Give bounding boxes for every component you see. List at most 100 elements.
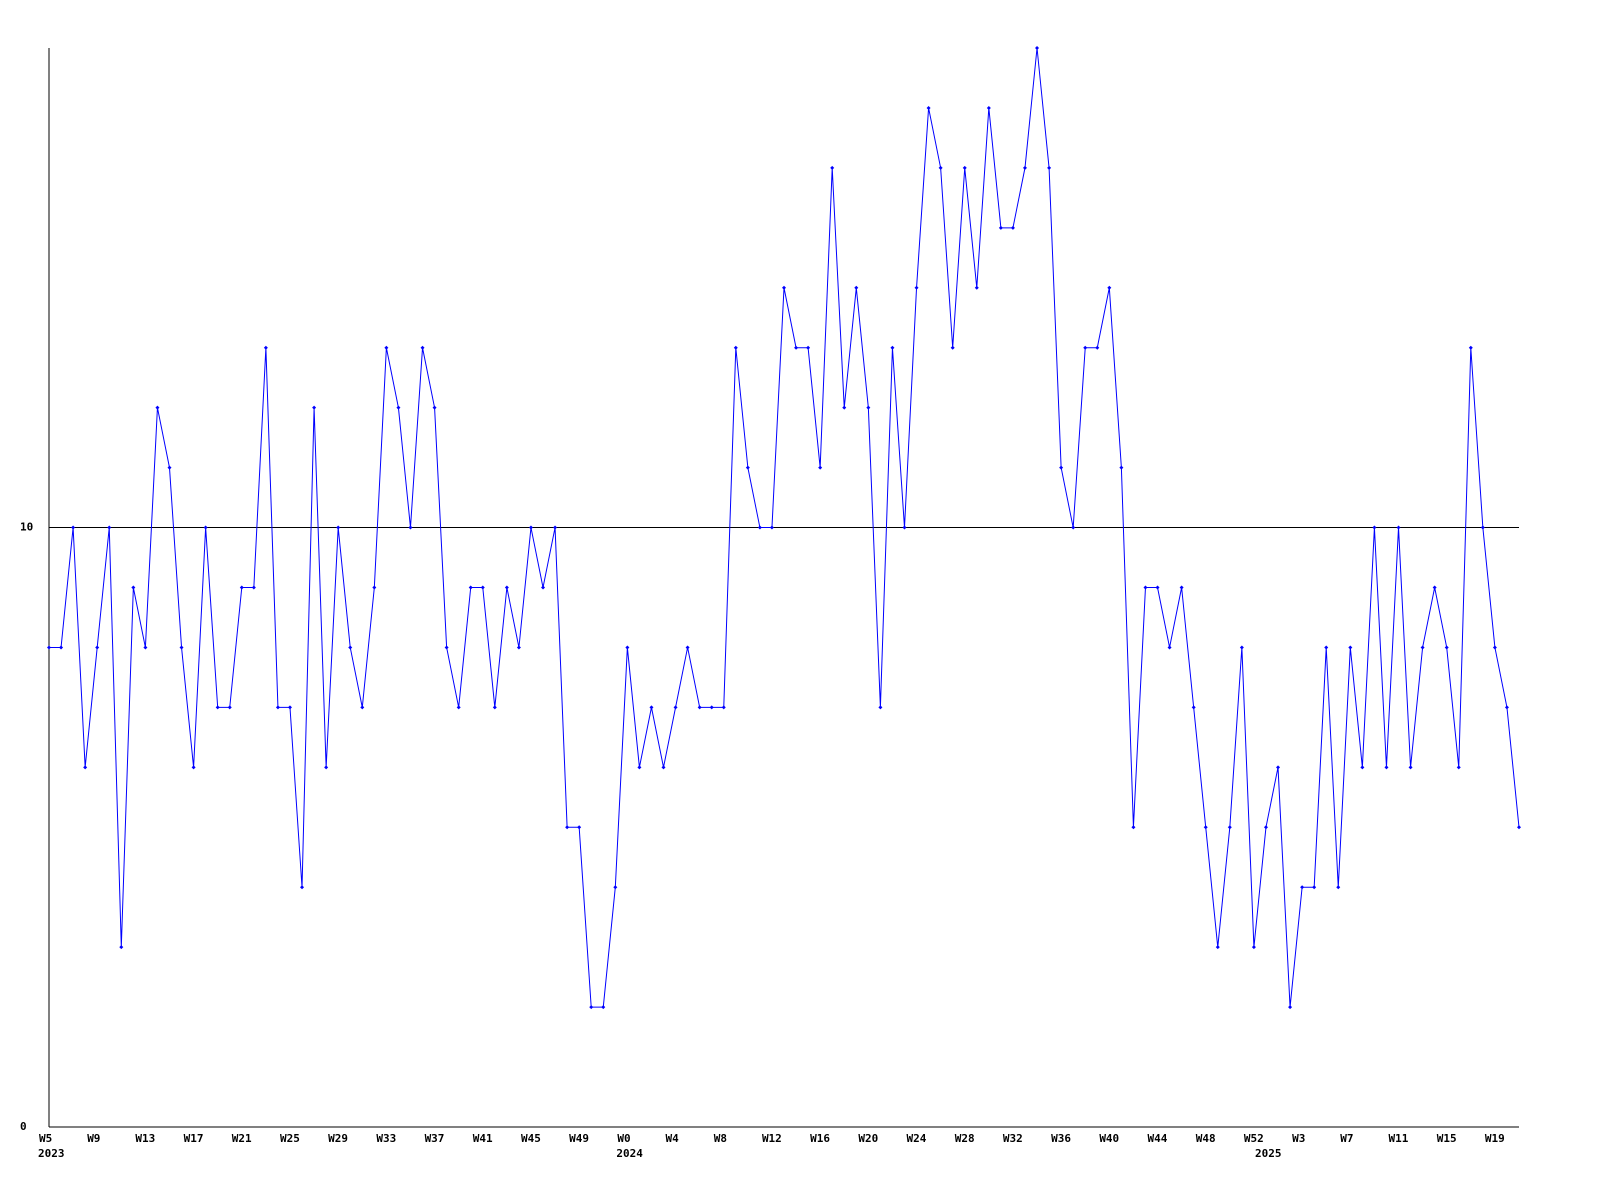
point [938, 165, 943, 170]
x-tick-label: W16 [810, 1132, 830, 1145]
point [1059, 465, 1064, 470]
point [1191, 705, 1196, 710]
point [1444, 645, 1449, 650]
point [432, 405, 437, 410]
point [685, 645, 690, 650]
point [818, 465, 823, 470]
point [1167, 645, 1172, 650]
point [1035, 46, 1040, 50]
point [1348, 645, 1353, 650]
point [348, 645, 353, 650]
x-group-label: 2023 [38, 1147, 65, 1160]
x-tick-label: W11 [1389, 1132, 1409, 1145]
point [745, 465, 750, 470]
point [1071, 525, 1076, 530]
point [504, 585, 509, 590]
point [769, 525, 774, 530]
point [155, 405, 160, 410]
point [649, 705, 654, 710]
point [1251, 945, 1256, 950]
point [1239, 645, 1244, 650]
point [263, 345, 268, 350]
point [456, 705, 461, 710]
point [541, 585, 546, 590]
x-tick-label: W33 [376, 1132, 396, 1145]
x-tick-label: W41 [473, 1132, 493, 1145]
point [492, 705, 497, 710]
point [1263, 825, 1268, 830]
x-tick-label: W4 [666, 1132, 680, 1145]
point [1517, 825, 1521, 830]
point [577, 825, 582, 830]
point [468, 585, 473, 590]
point [1179, 585, 1184, 590]
point [1095, 345, 1100, 350]
point [360, 705, 365, 710]
point [251, 585, 256, 590]
point [697, 705, 702, 710]
point [613, 885, 618, 890]
point [1312, 885, 1317, 890]
point [1107, 285, 1112, 290]
point [589, 1005, 594, 1010]
point [1276, 765, 1281, 770]
point [191, 765, 196, 770]
x-tick-label: W37 [425, 1132, 445, 1145]
point [47, 645, 51, 650]
point [275, 705, 280, 710]
point [601, 1005, 606, 1010]
point [239, 585, 244, 590]
point [1227, 825, 1232, 830]
point [227, 705, 232, 710]
point [324, 765, 329, 770]
point [528, 525, 533, 530]
point [757, 525, 762, 530]
point [179, 645, 184, 650]
x-tick-label: W40 [1099, 1132, 1119, 1145]
point [1022, 165, 1027, 170]
point [1010, 225, 1015, 230]
point [709, 705, 714, 710]
point [842, 405, 847, 410]
point [1504, 705, 1509, 710]
x-tick-label: W24 [907, 1132, 927, 1145]
x-tick-label: W21 [232, 1132, 252, 1145]
point [312, 405, 317, 410]
point [384, 345, 389, 350]
point [1372, 525, 1377, 530]
x-tick-label: W36 [1051, 1132, 1071, 1145]
point [1083, 345, 1088, 350]
point [806, 345, 811, 350]
point [480, 585, 485, 590]
point [890, 345, 895, 350]
y-tick-label: 10 [20, 521, 33, 534]
point [1468, 345, 1473, 350]
point [167, 465, 172, 470]
point [854, 285, 859, 290]
point [1131, 825, 1136, 830]
x-tick-label: W44 [1148, 1132, 1168, 1145]
point [143, 645, 148, 650]
point [83, 765, 88, 770]
point [974, 285, 979, 290]
point [1300, 885, 1305, 890]
point [1396, 525, 1401, 530]
point [1215, 945, 1220, 950]
x-tick-label: W8 [714, 1132, 727, 1145]
point [733, 345, 738, 350]
point [866, 405, 871, 410]
point [553, 525, 558, 530]
point [1360, 765, 1365, 770]
point [516, 645, 521, 650]
point [1119, 465, 1124, 470]
point [565, 825, 570, 830]
point [1408, 765, 1413, 770]
point [637, 765, 642, 770]
point [1288, 1005, 1293, 1010]
x-tick-label: W29 [328, 1132, 348, 1145]
point [1492, 645, 1497, 650]
point [1420, 645, 1425, 650]
